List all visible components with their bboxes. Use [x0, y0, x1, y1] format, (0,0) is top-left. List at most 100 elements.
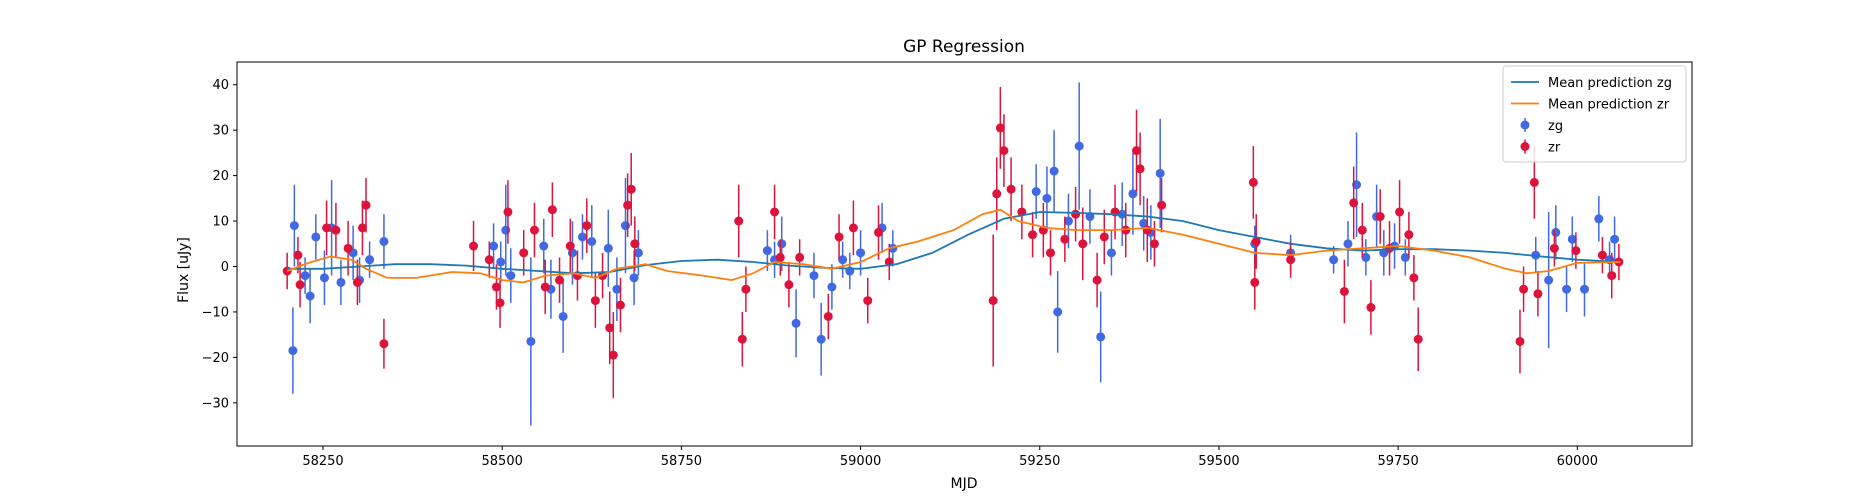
plot-area	[282, 82, 1624, 426]
point-zr	[1349, 198, 1359, 208]
legend-label-Mean prediction zg: Mean prediction zg	[1548, 76, 1672, 91]
point-zr	[519, 248, 529, 258]
point-zr	[540, 282, 550, 292]
point-zr	[1607, 271, 1617, 281]
point-zr	[615, 300, 625, 310]
point-zr	[1515, 336, 1525, 346]
x-tick-label: 59250	[1019, 454, 1060, 469]
point-zr	[1157, 200, 1167, 210]
point-zg	[558, 311, 568, 321]
point-zg	[336, 277, 346, 287]
y-tick-label: −20	[202, 351, 229, 366]
x-tick-label: 58250	[302, 454, 343, 469]
point-zr	[834, 232, 844, 242]
point-zg	[629, 273, 639, 283]
point-zg	[816, 334, 826, 344]
point-zr	[1409, 273, 1419, 283]
point-zg	[526, 336, 536, 346]
point-zg	[1074, 141, 1084, 151]
point-zg	[1544, 275, 1554, 285]
point-zr	[529, 225, 539, 235]
point-zr	[1149, 239, 1159, 249]
point-zg	[1139, 218, 1149, 228]
point-zr	[873, 227, 883, 237]
x-tick-label: 58500	[482, 454, 523, 469]
y-tick-label: 0	[221, 260, 229, 275]
point-zg	[1594, 214, 1604, 224]
point-zg	[1049, 166, 1059, 176]
point-zg	[1329, 255, 1339, 265]
point-zr	[1251, 237, 1261, 247]
point-zg	[1567, 234, 1577, 244]
legend-marker-zg	[1520, 120, 1530, 130]
point-zr	[1395, 207, 1405, 217]
point-zr	[863, 296, 873, 306]
point-zr	[1404, 230, 1414, 240]
line-Mean prediction zr	[286, 208, 1621, 284]
point-zr	[295, 280, 305, 290]
point-zr	[1375, 212, 1385, 222]
point-zg	[577, 232, 587, 242]
point-zg	[777, 239, 787, 249]
point-zr	[770, 207, 780, 217]
point-zr	[1286, 255, 1296, 265]
point-zr	[1092, 275, 1102, 285]
point-zr	[795, 252, 805, 262]
chart-title: GP Regression	[903, 37, 1025, 57]
x-tick-label: 58750	[661, 454, 702, 469]
point-zg	[1361, 252, 1371, 262]
point-zg	[379, 237, 389, 247]
point-zg	[1610, 234, 1620, 244]
point-zg	[791, 318, 801, 328]
x-tick-label: 60000	[1557, 454, 1598, 469]
legend-label-Mean prediction zr: Mean prediction zr	[1548, 98, 1670, 113]
point-zr	[495, 298, 505, 308]
point-zg	[587, 237, 597, 247]
point-zr	[1248, 177, 1258, 187]
point-zg	[1155, 168, 1165, 178]
point-zr	[322, 223, 332, 233]
point-zg	[620, 221, 630, 231]
point-zr	[331, 225, 341, 235]
point-zr	[741, 284, 751, 294]
point-zr	[737, 334, 747, 344]
point-zg	[762, 246, 772, 256]
point-zr	[1060, 234, 1070, 244]
point-zg	[856, 248, 866, 258]
point-zr	[547, 205, 557, 215]
point-zg	[1128, 189, 1138, 199]
point-zg	[300, 271, 310, 281]
legend-label-zg: zg	[1548, 119, 1563, 134]
point-zr	[1529, 177, 1539, 187]
point-zr	[784, 280, 794, 290]
point-zr	[1385, 243, 1395, 253]
point-zr	[343, 243, 353, 253]
legend: Mean prediction zg Mean prediction zr zg zr	[1502, 65, 1687, 163]
y-tick-label: 20	[212, 169, 229, 184]
point-zg	[1042, 193, 1052, 203]
point-zr	[1132, 146, 1142, 156]
point-zr	[1339, 286, 1349, 296]
point-zr	[1142, 225, 1152, 235]
y-tick-label: 30	[212, 124, 229, 139]
point-zg	[1551, 227, 1561, 237]
point-zg	[838, 255, 848, 265]
point-zg	[319, 273, 329, 283]
point-zr	[491, 282, 501, 292]
point-zr	[357, 223, 367, 233]
point-zr	[995, 123, 1005, 133]
point-zr	[1549, 243, 1559, 253]
point-zr	[734, 216, 744, 226]
point-zr	[605, 323, 615, 333]
point-zg	[612, 284, 622, 294]
point-zg	[809, 271, 819, 281]
y-tick-label: −30	[202, 396, 229, 411]
point-zr	[999, 146, 1009, 156]
point-zg	[1579, 284, 1589, 294]
point-zr	[1533, 289, 1543, 299]
y-axis-label: Flux [uJy]	[176, 237, 192, 303]
point-zr	[590, 296, 600, 306]
point-zr	[823, 311, 833, 321]
point-zr	[469, 241, 479, 251]
